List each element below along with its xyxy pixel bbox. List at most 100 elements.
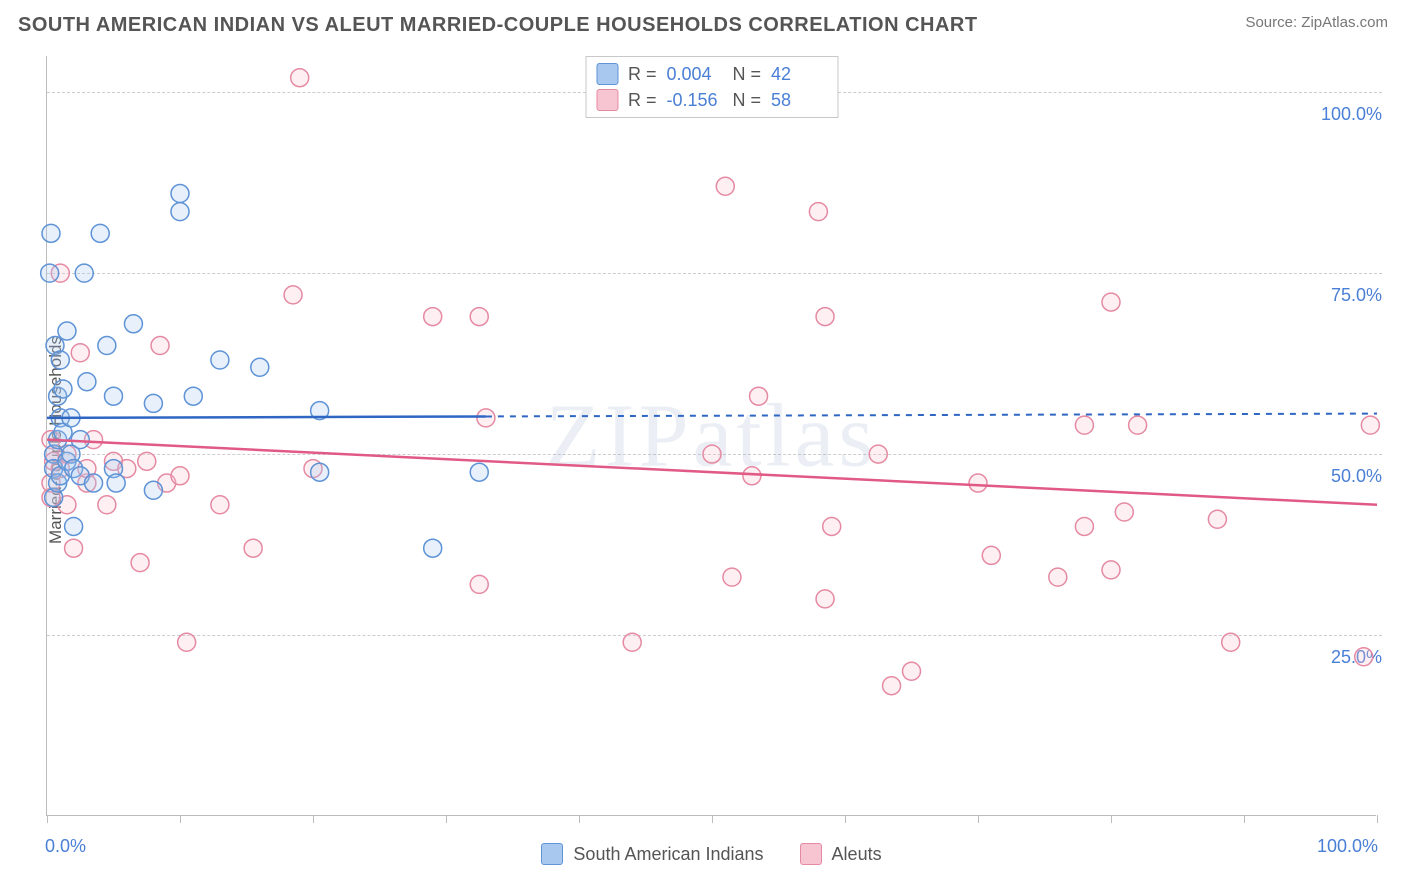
plot-svg	[47, 56, 1376, 815]
legend-n-label: N =	[733, 90, 762, 111]
scatter-point	[1222, 633, 1240, 651]
x-tick-label-min: 0.0%	[45, 836, 86, 857]
scatter-point	[244, 539, 262, 557]
scatter-point	[75, 264, 93, 282]
scatter-point	[1049, 568, 1067, 586]
scatter-point	[424, 308, 442, 326]
scatter-point	[178, 633, 196, 651]
x-tick	[712, 815, 713, 823]
scatter-point	[71, 344, 89, 362]
scatter-point	[743, 467, 761, 485]
scatter-point	[1102, 561, 1120, 579]
scatter-point	[78, 373, 96, 391]
scatter-point	[211, 351, 229, 369]
legend-r-label: R =	[628, 90, 657, 111]
scatter-point	[42, 224, 60, 242]
scatter-point	[151, 337, 169, 355]
scatter-point	[424, 539, 442, 557]
legend-n-value: 58	[771, 90, 827, 111]
scatter-point	[470, 463, 488, 481]
legend-label: South American Indians	[573, 844, 763, 865]
scatter-point	[171, 203, 189, 221]
legend-n-value: 42	[771, 64, 827, 85]
x-tick	[180, 815, 181, 823]
legend-r-label: R =	[628, 64, 657, 85]
scatter-point	[98, 496, 116, 514]
scatter-point	[71, 431, 89, 449]
legend-n-label: N =	[733, 64, 762, 85]
chart-root: SOUTH AMERICAN INDIAN VS ALEUT MARRIED-C…	[0, 0, 1406, 892]
scatter-point	[284, 286, 302, 304]
legend-r-value: -0.156	[667, 90, 723, 111]
scatter-point	[1355, 648, 1373, 666]
scatter-point	[58, 322, 76, 340]
scatter-point	[251, 358, 269, 376]
legend-stats-row: R = -0.156 N = 58	[596, 87, 827, 113]
scatter-point	[1102, 293, 1120, 311]
scatter-point	[98, 337, 116, 355]
scatter-point	[883, 677, 901, 695]
scatter-point	[85, 474, 103, 492]
scatter-point	[809, 203, 827, 221]
legend-swatch	[541, 843, 563, 865]
scatter-point	[171, 185, 189, 203]
chart-title: SOUTH AMERICAN INDIAN VS ALEUT MARRIED-C…	[18, 14, 978, 37]
scatter-point	[144, 481, 162, 499]
trendline-sai-solid	[47, 416, 486, 417]
scatter-point	[184, 387, 202, 405]
legend-swatch	[596, 63, 618, 85]
scatter-point	[1208, 510, 1226, 528]
scatter-point	[969, 474, 987, 492]
scatter-point	[816, 308, 834, 326]
trendline-sai-dashed	[486, 414, 1377, 417]
scatter-point	[124, 315, 142, 333]
scatter-point	[823, 517, 841, 535]
scatter-point	[291, 69, 309, 87]
x-tick	[313, 815, 314, 823]
legend-item: South American Indians	[541, 843, 763, 865]
x-tick	[1244, 815, 1245, 823]
legend-stats-box: R = 0.004 N = 42 R = -0.156 N = 58	[585, 56, 838, 118]
scatter-point	[1075, 517, 1093, 535]
scatter-point	[107, 474, 125, 492]
x-tick	[1377, 815, 1378, 823]
plot-area: ZIPatlas 25.0%50.0%75.0%100.0% R =0.004N…	[46, 56, 1376, 816]
x-tick	[978, 815, 979, 823]
scatter-point	[477, 409, 495, 427]
scatter-point	[41, 264, 59, 282]
x-tick	[579, 815, 580, 823]
scatter-point	[65, 539, 83, 557]
scatter-point	[470, 575, 488, 593]
legend-r-value: 0.004	[667, 64, 723, 85]
scatter-point	[623, 633, 641, 651]
scatter-point	[1115, 503, 1133, 521]
scatter-point	[816, 590, 834, 608]
scatter-point	[716, 177, 734, 195]
legend-swatch	[800, 843, 822, 865]
title-bar: SOUTH AMERICAN INDIAN VS ALEUT MARRIED-C…	[18, 14, 1388, 37]
scatter-point	[869, 445, 887, 463]
legend-bottom: South American Indians Aleuts	[47, 843, 1376, 865]
scatter-point	[1361, 416, 1379, 434]
scatter-point	[1075, 416, 1093, 434]
scatter-point	[703, 445, 721, 463]
x-tick-label-max: 100.0%	[1317, 836, 1378, 857]
scatter-point	[211, 496, 229, 514]
scatter-point	[903, 662, 921, 680]
x-tick	[845, 815, 846, 823]
scatter-point	[65, 517, 83, 535]
x-tick	[47, 815, 48, 823]
scatter-point	[131, 554, 149, 572]
scatter-point	[723, 568, 741, 586]
legend-item: Aleuts	[800, 843, 882, 865]
x-tick	[1111, 815, 1112, 823]
scatter-point	[311, 463, 329, 481]
scatter-point	[51, 351, 69, 369]
scatter-point	[1129, 416, 1147, 434]
scatter-point	[138, 452, 156, 470]
scatter-point	[54, 380, 72, 398]
scatter-point	[144, 394, 162, 412]
scatter-point	[171, 467, 189, 485]
scatter-point	[750, 387, 768, 405]
legend-swatch	[596, 89, 618, 111]
